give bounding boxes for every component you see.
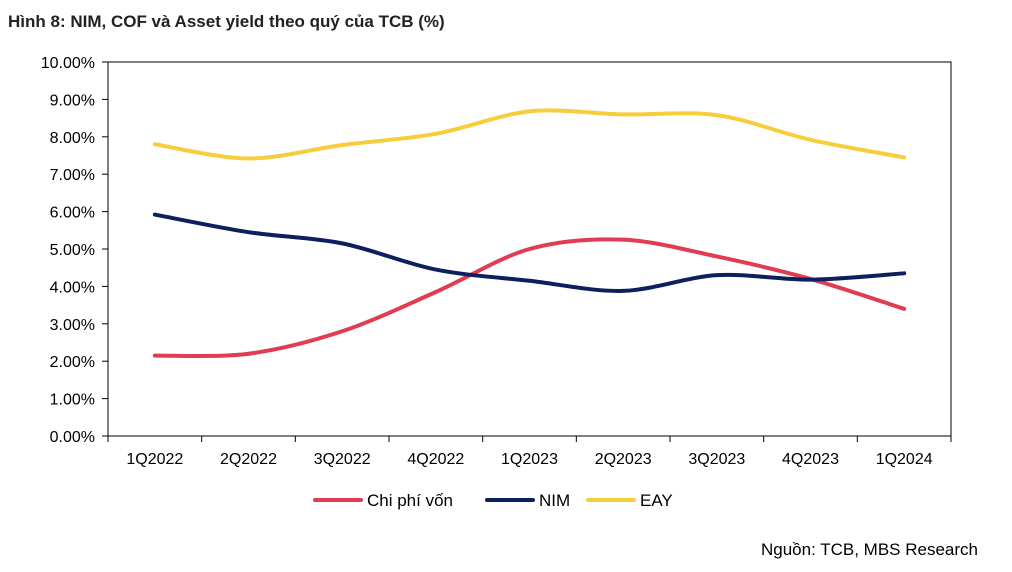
x-tick-label: 1Q2023	[501, 451, 558, 468]
source-note: Nguồn: TCB, MBS Research	[761, 540, 978, 559]
x-axis: 1Q2022 2Q2022 3Q2022 4Q2022 1Q2023 2Q2023 3Q20…	[107, 436, 952, 468]
x-tick-label: 4Q2022	[407, 451, 464, 468]
y-tick-label: 9.00%	[50, 92, 95, 109]
series-line-chi-ph-v-n	[152, 237, 907, 359]
x-tick-label: 1Q2024	[876, 451, 933, 468]
y-tick-label: 2.00%	[50, 354, 95, 371]
y-tick-label: 4.00%	[50, 279, 95, 296]
x-tick-label: 3Q2023	[688, 451, 745, 468]
legend-label: NIM	[539, 491, 570, 510]
y-tick-label: 0.00%	[50, 429, 95, 446]
series-lines	[152, 108, 907, 359]
legend: Chi phí vốn NIM EAY	[313, 491, 673, 510]
x-tick-label: 1Q2022	[126, 451, 183, 468]
legend-label: Chi phí vốn	[367, 491, 453, 510]
y-tick-label: 10.00%	[41, 55, 95, 72]
x-tick-label: 4Q2023	[782, 451, 839, 468]
series-line-eay	[152, 108, 907, 161]
y-tick-label: 7.00%	[50, 167, 95, 184]
y-tick-label: 1.00%	[50, 392, 95, 409]
y-tick-label: 5.00%	[50, 242, 95, 259]
chart-title: Hình 8: NIM, COF và Asset yield theo quý…	[8, 12, 445, 31]
x-tick-label: 2Q2023	[595, 451, 652, 468]
series-line-nim	[152, 212, 907, 293]
y-tick-label: 8.00%	[50, 130, 95, 147]
y-tick-label: 6.00%	[50, 205, 95, 222]
y-tick-label: 3.00%	[50, 317, 95, 334]
x-tick-label: 2Q2022	[220, 451, 277, 468]
legend-label: EAY	[640, 491, 673, 510]
x-tick-label: 3Q2022	[314, 451, 371, 468]
y-axis: 0.00% 1.00% 2.00% 3.00% 4.00% 5.00% 6.00% 7.00%…	[41, 55, 108, 446]
